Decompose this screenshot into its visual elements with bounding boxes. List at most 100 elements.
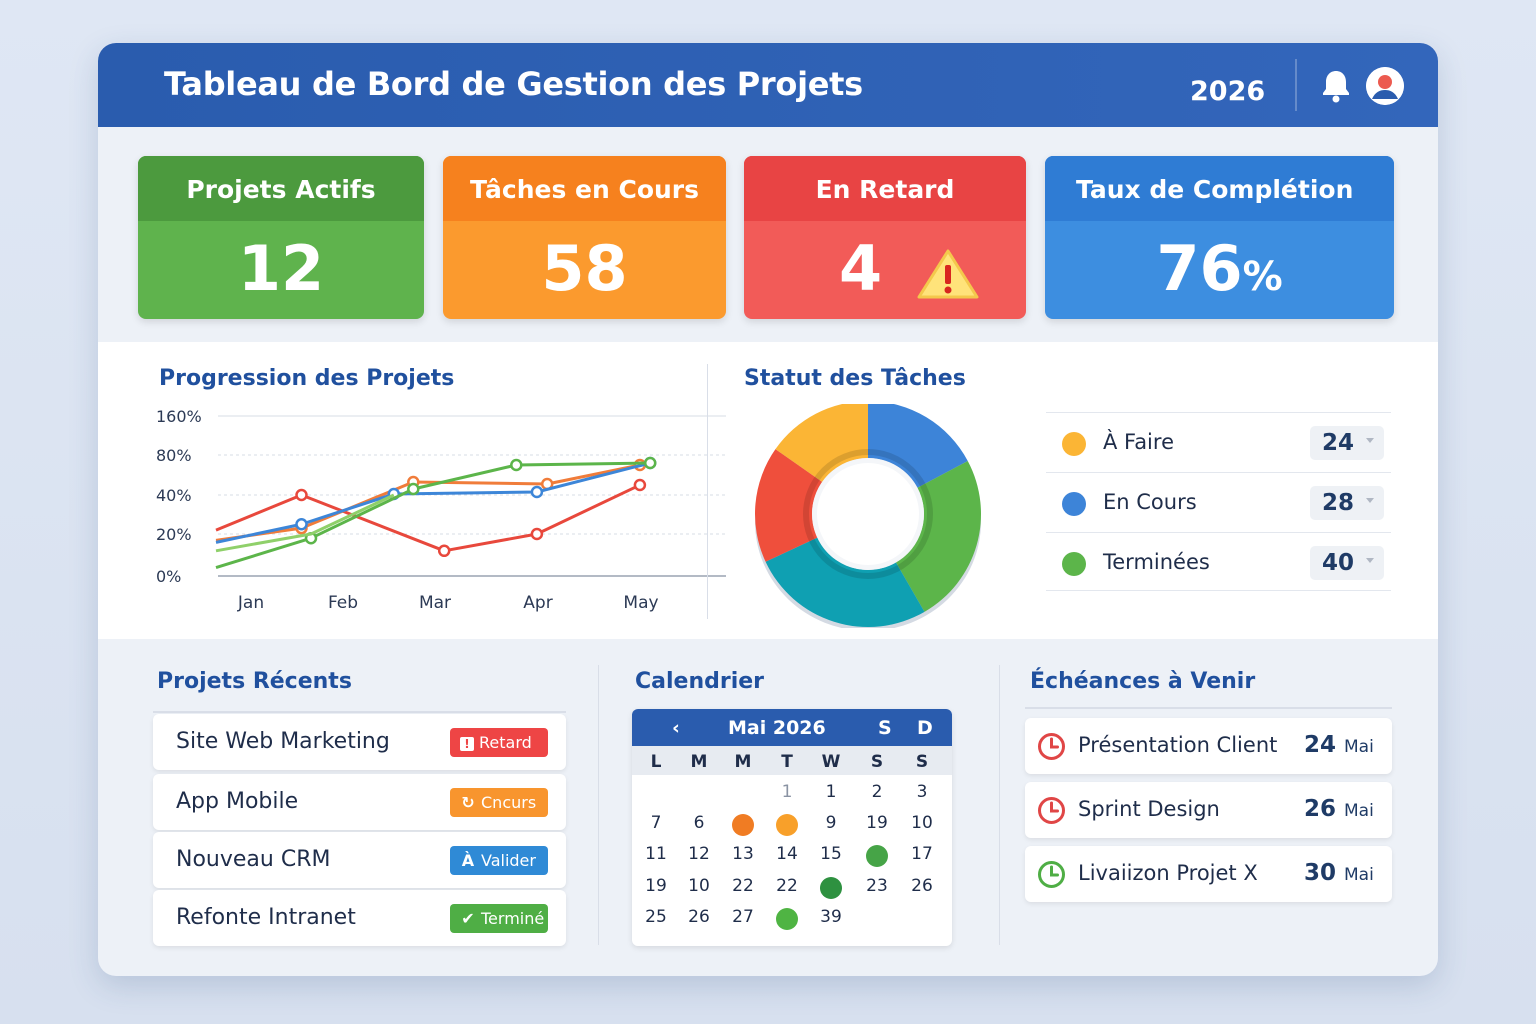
calendar-day[interactable]: 10 [911, 813, 933, 833]
calendar-day[interactable]: 19 [645, 876, 667, 896]
next-month-icon[interactable]: S [878, 717, 892, 739]
status-legend-todo[interactable]: À Faire 24 [1046, 412, 1391, 471]
warning-icon [917, 249, 979, 299]
donut-slice [755, 449, 823, 562]
status-label: En Cours [1103, 490, 1197, 514]
bell-icon[interactable] [1320, 68, 1352, 104]
calendar-day[interactable]: 6 [693, 813, 705, 833]
kpi-completion-rate[interactable]: Taux de Complétion 76% [1045, 156, 1394, 319]
checkmark-icon: ✔ [461, 909, 475, 928]
calendar-day[interactable]: 1 [781, 782, 793, 802]
calendar-day[interactable]: 3 [916, 782, 928, 802]
badge-label: Valider [481, 851, 536, 870]
series-line [215, 493, 395, 553]
x-tick-label: Mar [419, 593, 451, 613]
calendar-day[interactable]: 14 [776, 844, 798, 864]
header-divider [1295, 59, 1297, 111]
project-row[interactable]: App Mobile ↻ Cncurs [153, 774, 566, 830]
calendar-day[interactable]: 25 [645, 907, 667, 927]
year-selector[interactable]: 2026 [1190, 76, 1266, 107]
donut-slice [896, 460, 981, 612]
calendar-day[interactable]: 15 [820, 844, 842, 864]
status-chart-title: Statut des Tâches [744, 366, 966, 391]
calendar-day[interactable]: 11 [645, 844, 667, 864]
event-marker[interactable] [866, 845, 888, 867]
status-legend-done[interactable]: Terminées 40 [1046, 532, 1391, 591]
project-row[interactable]: Refonte Intranet ✔ Terminé [153, 890, 566, 946]
status-count-value: 28 [1322, 490, 1355, 516]
calendar-extra-label[interactable]: D [917, 717, 933, 739]
kpi-active-projects[interactable]: Projets Actifs 12 [138, 156, 424, 319]
calendar-title: Calendrier [635, 669, 765, 694]
event-marker[interactable] [776, 908, 798, 930]
status-count[interactable]: 28 [1310, 486, 1384, 520]
data-point [530, 485, 544, 499]
calendar-day[interactable]: 17 [911, 844, 933, 864]
deadline-day: 24 [1304, 732, 1337, 758]
calendar-day[interactable]: 22 [732, 876, 754, 896]
calendar-day[interactable]: 27 [732, 907, 754, 927]
status-count[interactable]: 24 [1310, 426, 1384, 460]
badge-label: Retard [479, 733, 532, 752]
status-count[interactable]: 40 [1310, 546, 1384, 580]
donut-hole-inner [817, 463, 919, 565]
kpi-value: 12 [237, 232, 325, 305]
calendar-day[interactable]: 10 [688, 876, 710, 896]
event-marker[interactable] [732, 814, 754, 836]
status-label: À Faire [1103, 430, 1174, 454]
weekday-label: S [915, 752, 929, 772]
deadline-item[interactable]: Livaiizon Projet X 30 Mai [1025, 846, 1392, 902]
status-count-value: 24 [1322, 430, 1355, 456]
calendar-day[interactable]: 13 [732, 844, 754, 864]
event-marker[interactable] [776, 814, 798, 836]
user-avatar-icon[interactable] [1366, 67, 1404, 105]
calendar-day[interactable]: 26 [688, 907, 710, 927]
calendar-day[interactable]: 19 [866, 813, 888, 833]
calendar-day[interactable]: 7 [650, 813, 662, 833]
status-badge[interactable]: À Valider [450, 846, 548, 875]
status-badge[interactable]: ✔ Terminé [450, 904, 548, 933]
project-name: App Mobile [176, 789, 299, 814]
status-badge[interactable]: ! Retard [450, 728, 548, 757]
donut-inner-rim [803, 449, 933, 579]
prev-month-icon[interactable]: ‹ [672, 717, 680, 739]
status-badge[interactable]: ↻ Cncurs [450, 788, 548, 817]
deadline-item[interactable]: Présentation Client 24 Mai [1025, 718, 1392, 774]
calendar-day[interactable]: 39 [820, 907, 842, 927]
project-row[interactable]: Nouveau CRM À Valider [153, 832, 566, 888]
done-dot [1062, 552, 1086, 576]
page-title: Tableau de Bord de Gestion des Projets [164, 65, 863, 103]
calendar-day[interactable]: 1 [825, 782, 837, 802]
event-marker[interactable] [820, 877, 842, 899]
kpi-label: Taux de Complétion [1045, 156, 1394, 221]
deadline-item[interactable]: Sprint Design 26 Mai [1025, 782, 1392, 838]
x-tick-label: May [623, 593, 658, 613]
data-point [407, 482, 420, 496]
calendar-month: Mai 2026 [728, 717, 826, 739]
calendar-day[interactable]: 26 [911, 876, 933, 896]
x-tick-label: Jan [237, 593, 264, 613]
deadline-name: Sprint Design [1078, 797, 1220, 821]
task-status-donut-chart [755, 404, 981, 628]
status-legend-in-progress[interactable]: En Cours 28 [1046, 472, 1391, 531]
calendar-day[interactable]: 2 [871, 782, 883, 802]
calendar-day[interactable]: 23 [866, 876, 888, 896]
dashboard-window: Tableau de Bord de Gestion des Projets 2… [98, 43, 1438, 976]
calendar-day[interactable]: 22 [776, 876, 798, 896]
calendar-day[interactable]: 12 [688, 844, 710, 864]
in-progress-dot [1062, 492, 1086, 516]
clock-icon [1038, 861, 1065, 888]
project-name: Site Web Marketing [176, 729, 390, 754]
kpi-unit: % [1242, 254, 1283, 300]
kpi-tasks-in-progress[interactable]: Tâches en Cours 58 [443, 156, 726, 319]
donut-slice [868, 404, 968, 488]
y-tick-label: 160% [156, 407, 202, 426]
project-name: Refonte Intranet [176, 905, 356, 930]
status-count-value: 40 [1322, 550, 1355, 576]
x-tick-label: Apr [523, 593, 552, 613]
project-row[interactable]: Site Web Marketing ! Retard [153, 714, 566, 770]
calendar-day[interactable]: 9 [825, 813, 837, 833]
y-tick-label: 20% [156, 525, 192, 544]
kpi-late[interactable]: En Retard 4 [744, 156, 1026, 319]
deadline-day: 26 [1304, 796, 1337, 822]
